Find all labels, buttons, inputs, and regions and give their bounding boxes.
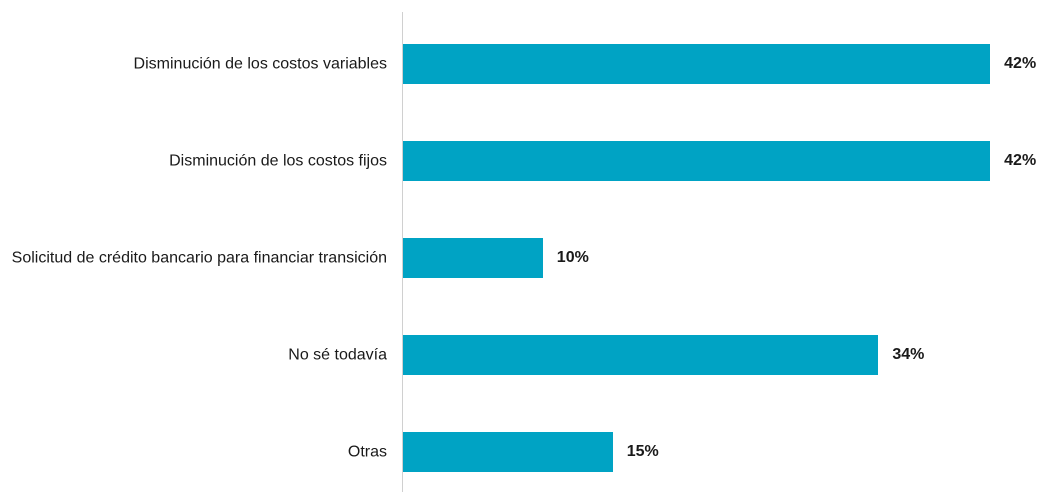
data-label: 42% <box>1004 54 1037 72</box>
category-label: No sé todavía <box>288 346 387 363</box>
bar <box>403 334 879 375</box>
category-label: Disminución de los costos variables <box>133 55 387 72</box>
category-label-box: Disminución de los costos variables <box>0 53 387 74</box>
category-label-box: Disminución de los costos fijos <box>0 150 387 171</box>
data-label: 10% <box>556 248 589 266</box>
bar <box>403 431 613 472</box>
category-label-box: Solicitud de crédito bancario para finan… <box>0 247 387 268</box>
category-label-box: Otras <box>0 441 387 462</box>
category-axis <box>402 12 403 492</box>
bar <box>403 140 991 181</box>
bar <box>403 43 991 84</box>
data-label: 34% <box>892 345 925 363</box>
category-label: Otras <box>347 443 387 460</box>
category-label: Solicitud de crédito bancario para finan… <box>11 249 387 266</box>
data-label: 15% <box>626 442 659 460</box>
category-label: Disminución de los costos fijos <box>169 152 387 169</box>
category-label-box: No sé todavía <box>0 344 387 365</box>
bar <box>403 237 543 278</box>
data-label: 42% <box>1004 151 1037 169</box>
